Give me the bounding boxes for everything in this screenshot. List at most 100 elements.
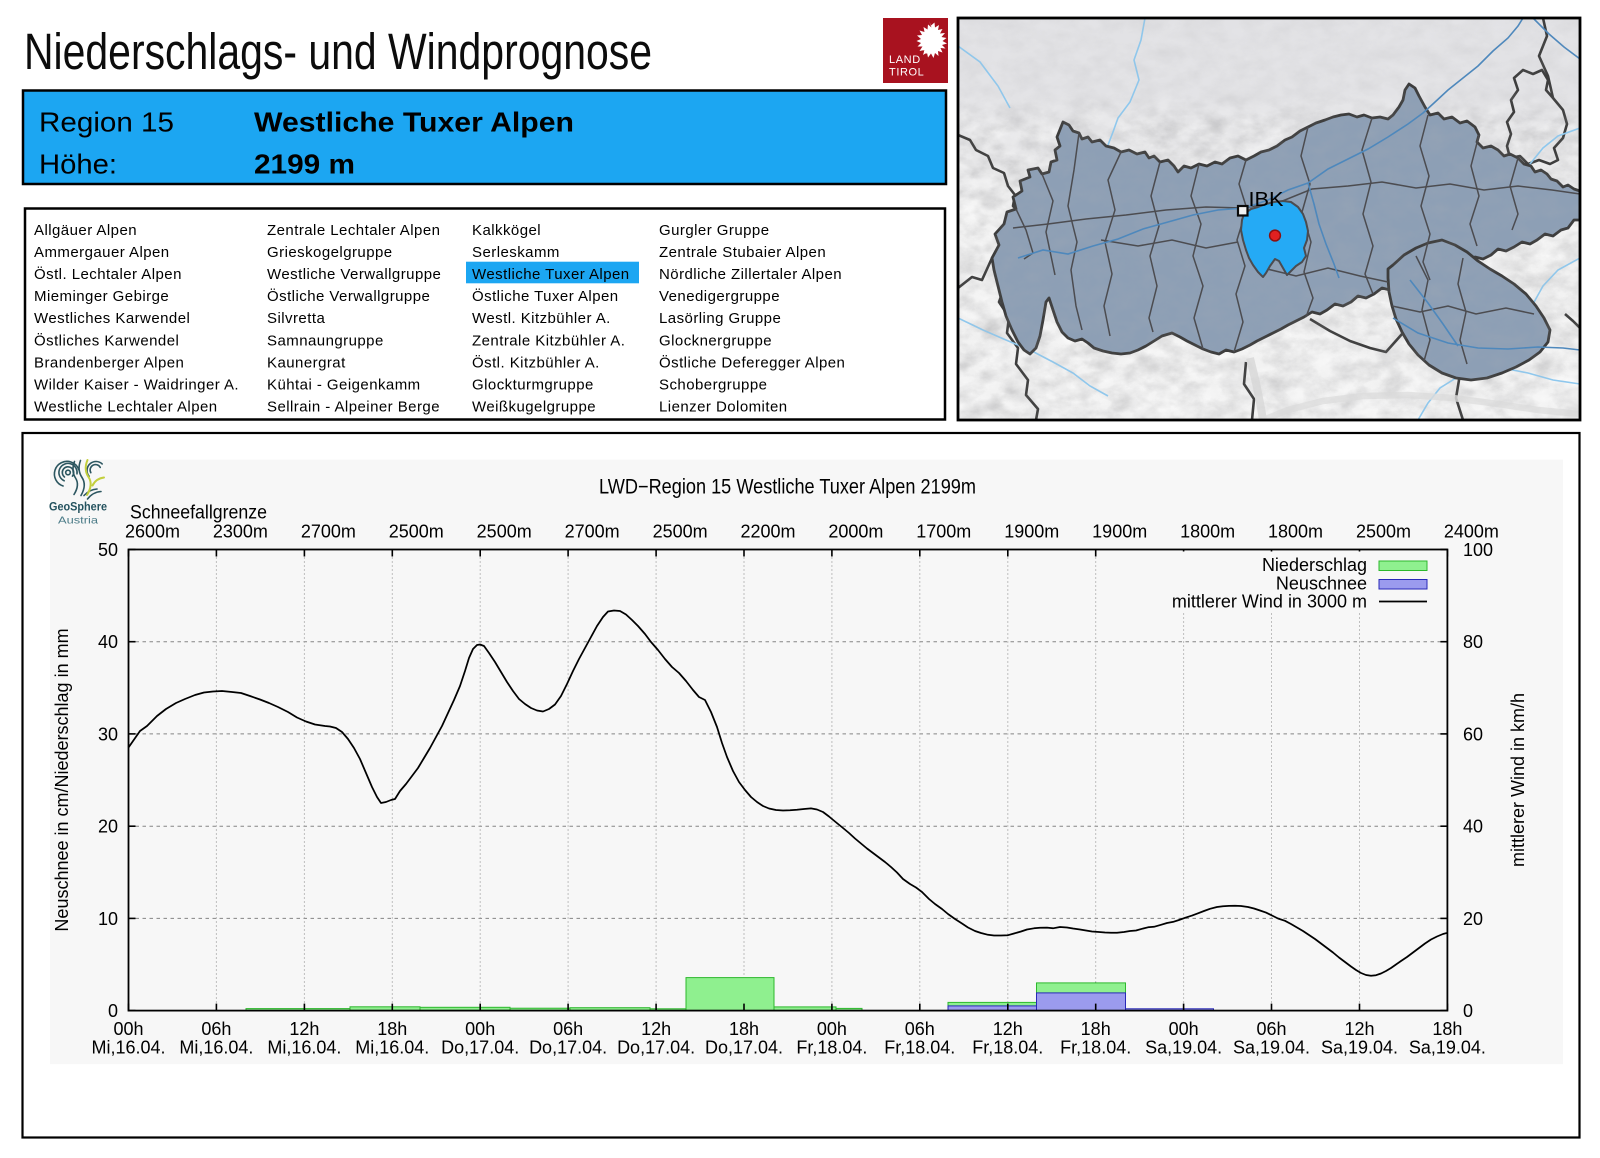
svg-text:100: 100 [1463,540,1493,560]
svg-text:0: 0 [1463,1001,1473,1021]
svg-text:Samnaungruppe: Samnaungruppe [267,332,384,349]
svg-text:1900m: 1900m [1004,522,1059,542]
svg-text:30: 30 [98,724,118,744]
svg-text:Mi,16.04.: Mi,16.04. [91,1038,165,1058]
svg-text:20: 20 [1463,909,1483,929]
svg-text:2400m: 2400m [1444,522,1499,542]
svg-text:60: 60 [1463,724,1483,744]
svg-text:Fr,18.04.: Fr,18.04. [796,1038,867,1058]
svg-text:Neuschnee: Neuschnee [1276,574,1367,594]
svg-text:Do,17.04.: Do,17.04. [617,1038,695,1058]
svg-text:Mi,16.04.: Mi,16.04. [355,1038,429,1058]
svg-text:1900m: 1900m [1092,522,1147,542]
svg-text:2000m: 2000m [828,522,883,542]
svg-text:Lasörling Gruppe: Lasörling Gruppe [659,310,781,327]
svg-text:Westl. Kitzbühler A.: Westl. Kitzbühler A. [472,310,611,327]
svg-text:TIROL: TIROL [889,67,924,79]
svg-text:LWD−Region 15 Westliche Tuxer: LWD−Region 15 Westliche Tuxer Alpen 2199… [599,476,976,499]
svg-text:Östl. Kitzbühler A.: Östl. Kitzbühler A. [472,353,600,371]
svg-text:2500m: 2500m [1356,522,1411,542]
svg-text:Sa,19.04.: Sa,19.04. [1145,1038,1222,1058]
svg-text:mittlerer Wind in 3000 m: mittlerer Wind in 3000 m [1172,592,1367,612]
svg-text:18h: 18h [1081,1019,1111,1039]
svg-text:Ammergauer Alpen: Ammergauer Alpen [34,244,170,261]
svg-text:Region 15: Region 15 [39,107,174,138]
svg-text:2500m: 2500m [389,522,444,542]
svg-text:Grieskogelgruppe: Grieskogelgruppe [267,244,393,261]
svg-text:18h: 18h [377,1019,407,1039]
svg-text:06h: 06h [201,1019,231,1039]
svg-text:Brandenberger Alpen: Brandenberger Alpen [34,354,184,371]
svg-text:mittlerer Wind in km/h: mittlerer Wind in km/h [1508,693,1528,867]
svg-text:Westliche Verwallgruppe: Westliche Verwallgruppe [267,266,441,283]
svg-text:Östliche Verwallgruppe: Östliche Verwallgruppe [267,287,430,305]
svg-text:0: 0 [108,1001,118,1021]
svg-text:10: 10 [98,909,118,929]
svg-text:Zentrale Stubaier Alpen: Zentrale Stubaier Alpen [659,244,826,261]
svg-text:Niederschlag: Niederschlag [1262,555,1367,575]
svg-text:12h: 12h [641,1019,671,1039]
svg-text:20: 20 [98,817,118,837]
svg-text:Zentrale Lechtaler Alpen: Zentrale Lechtaler Alpen [267,222,440,239]
svg-text:00h: 00h [113,1019,143,1039]
svg-text:Östliche Tuxer Alpen: Östliche Tuxer Alpen [472,287,619,305]
svg-text:06h: 06h [1256,1019,1286,1039]
svg-text:Mi,16.04.: Mi,16.04. [179,1038,253,1058]
svg-text:40: 40 [98,632,118,652]
svg-text:1800m: 1800m [1268,522,1323,542]
svg-text:LAND: LAND [889,54,921,66]
svg-text:Silvretta: Silvretta [267,310,325,327]
svg-text:1700m: 1700m [916,522,971,542]
svg-text:Westliche Tuxer Alpen: Westliche Tuxer Alpen [472,266,630,283]
svg-text:40: 40 [1463,817,1483,837]
svg-text:Serleskamm: Serleskamm [472,244,560,261]
svg-text:Gurgler Gruppe: Gurgler Gruppe [659,222,770,239]
svg-text:Schobergruppe: Schobergruppe [659,377,767,394]
svg-text:Östliche Deferegger Alpen: Östliche Deferegger Alpen [659,353,845,371]
svg-text:Kalkkögel: Kalkkögel [472,222,541,239]
svg-text:Lienzer Dolomiten: Lienzer Dolomiten [659,399,788,416]
svg-text:00h: 00h [817,1019,847,1039]
svg-text:Kaunergrat: Kaunergrat [267,354,346,371]
svg-text:2700m: 2700m [565,522,620,542]
svg-text:Sa,19.04.: Sa,19.04. [1321,1038,1398,1058]
svg-text:Neuschnee in cm/Niederschlag i: Neuschnee in cm/Niederschlag in mm [52,628,72,931]
svg-text:Fr,18.04.: Fr,18.04. [972,1038,1043,1058]
svg-text:2500m: 2500m [477,522,532,542]
svg-text:18h: 18h [1432,1019,1462,1039]
svg-text:IBK: IBK [1249,189,1285,211]
svg-text:Fr,18.04.: Fr,18.04. [884,1038,955,1058]
svg-text:Do,17.04.: Do,17.04. [705,1038,783,1058]
svg-text:18h: 18h [729,1019,759,1039]
svg-text:Wilder Kaiser - Waidringer A.: Wilder Kaiser - Waidringer A. [34,377,239,394]
svg-text:Venedigergruppe: Venedigergruppe [659,288,780,305]
svg-text:Westliche Lechtaler Alpen: Westliche Lechtaler Alpen [34,399,218,416]
svg-text:Fr,18.04.: Fr,18.04. [1060,1038,1131,1058]
svg-text:Sa,19.04.: Sa,19.04. [1233,1038,1310,1058]
svg-text:GeoSphere: GeoSphere [49,502,107,514]
svg-text:1800m: 1800m [1180,522,1235,542]
svg-text:Schneefallgrenze: Schneefallgrenze [130,503,267,524]
svg-text:00h: 00h [465,1019,495,1039]
svg-text:Do,17.04.: Do,17.04. [529,1038,607,1058]
svg-text:00h: 00h [1169,1019,1199,1039]
svg-text:06h: 06h [905,1019,935,1039]
svg-text:Mi,16.04.: Mi,16.04. [267,1038,341,1058]
svg-text:Glockturmgruppe: Glockturmgruppe [472,377,594,394]
svg-text:Höhe:: Höhe: [39,149,117,180]
svg-text:Weißkugelgruppe: Weißkugelgruppe [472,399,596,416]
svg-text:Do,17.04.: Do,17.04. [441,1038,519,1058]
svg-text:Mieminger Gebirge: Mieminger Gebirge [34,288,169,305]
svg-text:2700m: 2700m [301,522,356,542]
svg-text:2300m: 2300m [213,522,268,542]
svg-text:06h: 06h [553,1019,583,1039]
svg-text:Zentrale Kitzbühler A.: Zentrale Kitzbühler A. [472,332,625,349]
svg-text:Sa,19.04.: Sa,19.04. [1409,1038,1486,1058]
svg-text:Kühtai - Geigenkamm: Kühtai - Geigenkamm [267,377,421,394]
svg-text:Östl. Lechtaler Alpen: Östl. Lechtaler Alpen [34,265,182,283]
svg-text:Niederschlags- und Windprognos: Niederschlags- und Windprognose [24,23,652,80]
svg-text:Austria: Austria [58,515,98,527]
svg-text:80: 80 [1463,632,1483,652]
svg-text:Nördliche Zillertaler Alpen: Nördliche Zillertaler Alpen [659,266,842,283]
svg-text:Westliches Karwendel: Westliches Karwendel [34,310,190,327]
